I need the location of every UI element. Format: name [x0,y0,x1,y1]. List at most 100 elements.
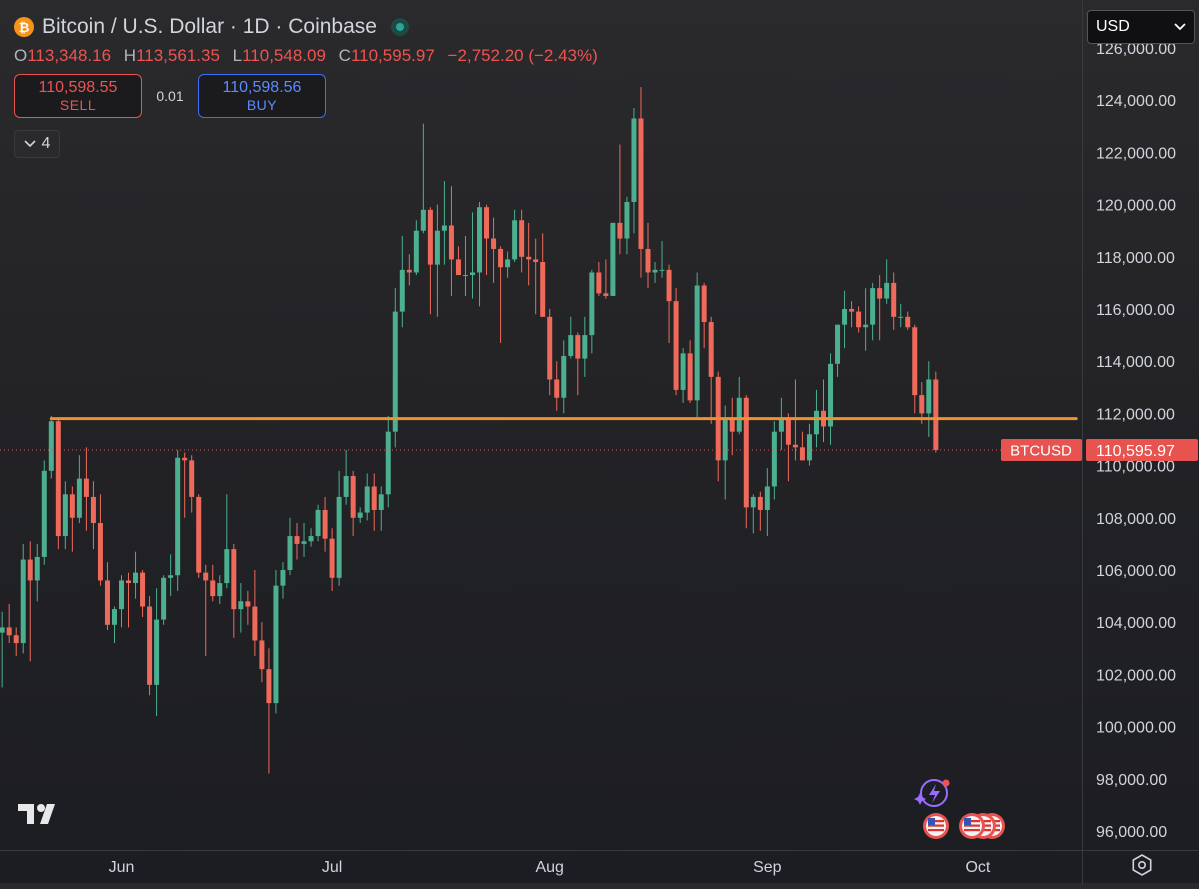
candle [863,288,869,351]
candle-body [659,269,665,271]
candle [308,528,314,547]
candle-body [736,397,742,432]
symbol-title[interactable]: Bitcoin / U.S. Dollar · 1D · Coinbase [42,15,377,38]
candle [912,324,918,414]
candle-body [140,572,146,607]
candle-body [231,549,237,610]
candle-body [701,285,707,323]
candle [715,371,721,482]
time-tick-label: Aug [535,859,563,876]
candle [856,306,862,333]
candle [477,201,483,307]
candle [350,470,356,537]
candle-body [119,580,124,610]
candle-body [266,669,272,704]
chart-settings-icon[interactable] [1130,853,1154,877]
close-value: 110,595.97 [350,46,435,65]
tradingview-logo-icon[interactable] [18,800,64,833]
candle-body [413,230,419,273]
candle [20,543,26,654]
price-tick-label: 108,000.00 [1096,511,1176,528]
price-tag-value: 110,595.97 [1096,443,1175,460]
candle-body [196,496,202,573]
currency-select[interactable]: USD [1087,10,1195,44]
candle-body [666,269,672,302]
candle-body [498,248,504,268]
candle-body [357,512,363,518]
candle [97,494,103,586]
buy-button[interactable]: 110,598.56 BUY [198,74,326,118]
candle-body [69,494,75,518]
candle [406,254,412,286]
candle [554,361,560,411]
candle [785,413,791,482]
indicators-toggle-button[interactable]: 4 [14,130,60,158]
candle [673,288,679,396]
candle [547,309,553,396]
candle [771,421,777,500]
candle [498,246,504,343]
candle-body [287,536,293,570]
candle-body [210,580,216,597]
candle-body [589,272,595,336]
candle [238,583,244,633]
candle-body [470,272,475,276]
time-axis-labels: Jun Jul Aug Sep Oct [109,859,991,876]
candle [540,233,546,317]
us-flag-event-icon[interactable] [959,813,985,839]
candle-body [568,335,574,356]
candle-body [126,580,132,584]
candlestick-chart[interactable]: BTCUSD [0,0,1082,850]
candle [582,316,588,377]
candle [877,275,883,341]
candle-body [743,397,749,508]
candle-body [294,536,300,544]
candle-body [20,559,26,644]
candle-body [434,230,440,265]
ai-sparkle-icon[interactable] [914,779,950,807]
price-axis-labels: 96,000.00 98,000.00 100,000.00 102,000.00 10… [1086,41,1198,841]
price-tick-label: 122,000.00 [1096,145,1176,162]
low-label: L [232,46,243,65]
candle-body [729,418,735,432]
candle-body [154,619,160,685]
candle-body [813,410,819,435]
candle-body [540,262,546,317]
candle [301,523,307,557]
candle [126,572,132,628]
chevron-down-icon [23,137,36,151]
candle [603,259,609,299]
candle [90,481,96,550]
candle-body [645,248,651,273]
price-tick-label: 102,000.00 [1096,667,1176,684]
candle [189,455,195,513]
candle-body [378,494,384,510]
symbol-title-row[interactable]: ₿ Bitcoin / U.S. Dollar · 1D · Coinbase [14,12,606,42]
open-label: O [14,46,28,65]
candle-body [638,118,644,249]
price-tick-label: 106,000.00 [1096,563,1176,580]
sell-button[interactable]: 110,598.55 SELL [14,74,142,118]
price-axis[interactable]: 96,000.00 98,000.00 100,000.00 102,000.00 10… [1082,0,1199,850]
price-tick-label: 112,000.00 [1096,406,1175,423]
candle-body [97,523,103,581]
price-tag-symbol-text: BTCUSD [1010,443,1072,460]
candle-body [34,556,40,581]
chart-events [912,778,1012,847]
us-flag-event-icon[interactable] [923,813,949,839]
candle-body [0,627,5,633]
candle [849,301,855,328]
candle [266,648,272,774]
candle-body [371,486,377,510]
candle [147,596,153,696]
symbol-legend: ₿ Bitcoin / U.S. Dollar · 1D · Coinbase … [14,12,606,158]
candle [133,551,139,599]
chart-plot-area[interactable]: BTCUSD [0,0,1082,850]
candle [329,528,335,591]
candle [680,348,686,403]
candle [736,376,742,435]
time-axis[interactable]: Jun Jul Aug Sep Oct [0,850,1082,884]
candle-body [245,601,251,607]
candle [778,397,784,450]
candle-body [308,536,314,542]
